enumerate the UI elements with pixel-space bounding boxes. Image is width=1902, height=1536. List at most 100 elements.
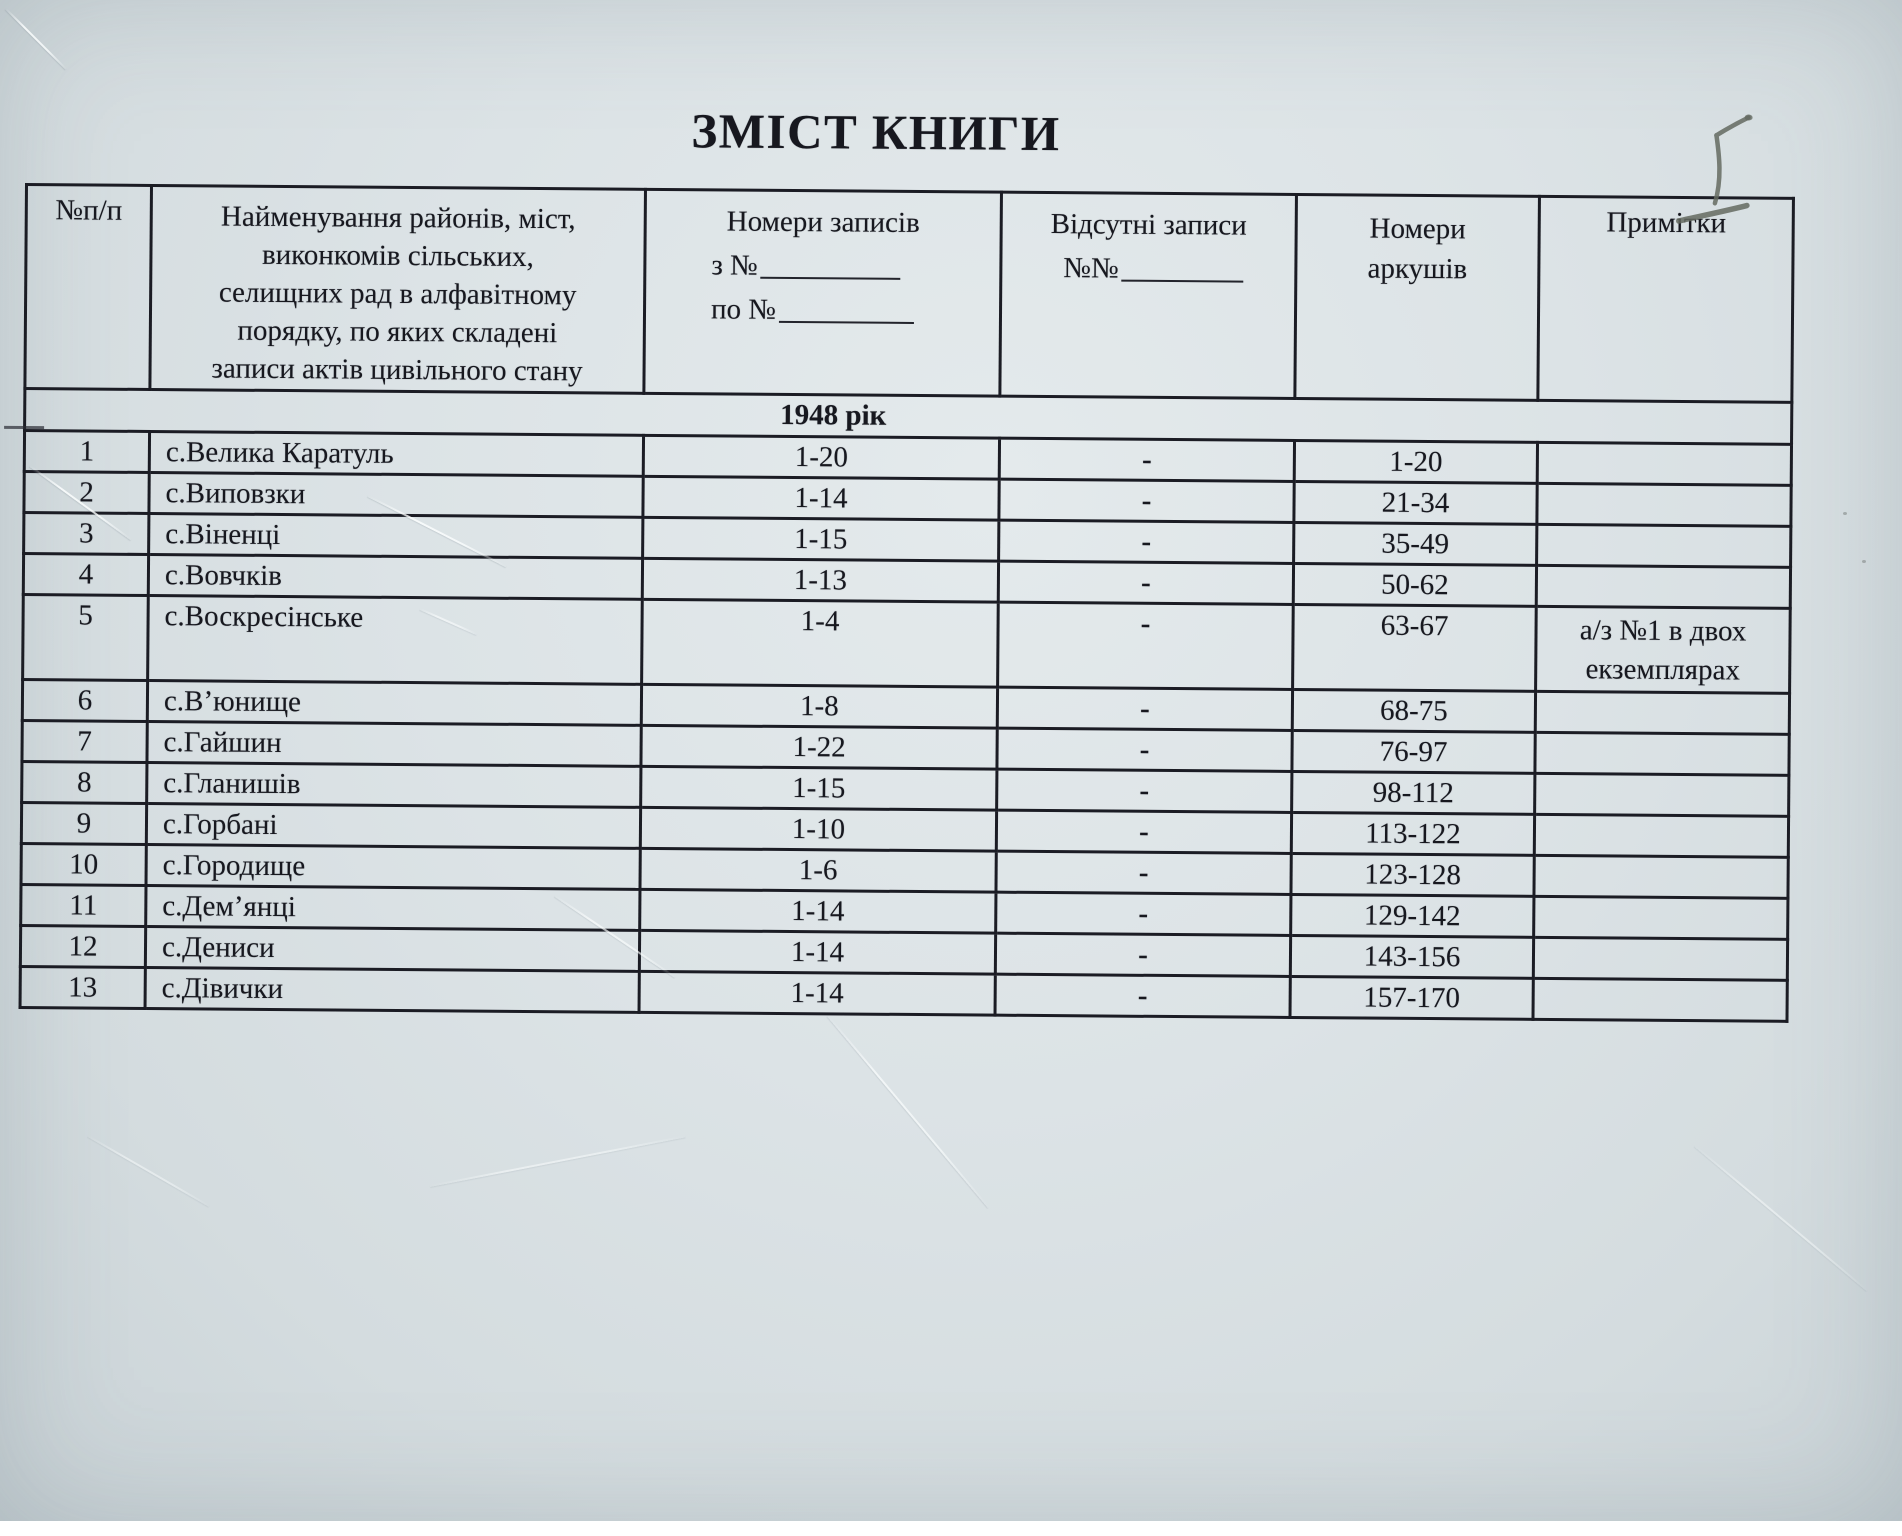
missing-records: - <box>995 974 1291 1018</box>
missing-number-line: №№ <box>1003 246 1293 292</box>
sheet-numbers: 76-97 <box>1291 730 1536 774</box>
record-numbers: 1-15 <box>642 517 999 562</box>
blank-underline <box>760 256 901 280</box>
row-number: 3 <box>23 512 149 555</box>
record-numbers: 1-13 <box>642 558 999 603</box>
sheet-numbers: 63-67 <box>1292 604 1537 692</box>
table-row: 5 с.Воскресінське 1-4 - 63-67 а/з №1 в д… <box>22 594 1791 694</box>
row-number: 12 <box>20 925 146 968</box>
row-note <box>1534 814 1789 858</box>
row-number: 11 <box>20 884 147 927</box>
line-overshoot-artifact <box>4 425 45 429</box>
sheet-numbers: 157-170 <box>1290 976 1534 1020</box>
record-numbers: 1-22 <box>640 725 998 770</box>
col-header-missing: Відсутні записи №№ <box>999 192 1297 399</box>
settlement-name: с.Велика Каратуль <box>149 431 644 477</box>
missing-prefix-label: №№ <box>1063 252 1119 285</box>
row-note <box>1533 896 1788 940</box>
col-header-name: Найменування районів, міст, виконкомів с… <box>149 185 646 394</box>
missing-records: - <box>995 851 1292 895</box>
row-number: 6 <box>22 679 148 722</box>
contents-table: №п/п Найменування районів, міст, виконко… <box>19 183 1795 1023</box>
sheet-numbers: 50-62 <box>1293 563 1537 607</box>
settlement-name: с.Горбані <box>146 803 641 849</box>
contents-table-body: 1948 рік 1 с.Велика Каратуль 1-20 - 1-20… <box>20 388 1792 1022</box>
record-numbers: 1-10 <box>640 807 997 852</box>
settlement-name: с.Городище <box>146 844 641 890</box>
sheet-numbers: 35-49 <box>1293 522 1537 566</box>
settlement-name: с.В’юнище <box>147 680 642 726</box>
row-number: 5 <box>22 594 149 681</box>
sheet-numbers: 143-156 <box>1290 935 1534 979</box>
records-to-line: по № <box>647 287 998 334</box>
settlement-name: с.Воскресінське <box>147 595 643 685</box>
row-note <box>1536 483 1792 527</box>
record-numbers: 1-4 <box>641 599 999 688</box>
missing-title: Відсутні записи <box>1050 208 1247 242</box>
missing-records: - <box>997 687 1293 731</box>
missing-records: - <box>996 728 1293 772</box>
row-number: 13 <box>20 966 146 1009</box>
sheet-numbers: 113-122 <box>1291 812 1535 856</box>
col-header-sheets: Номери аркушів <box>1294 194 1540 401</box>
records-to-label: по № <box>710 293 777 326</box>
settlement-name: с.Виповзки <box>148 472 644 518</box>
col-header-name-label: Найменування районів, міст, виконкомів с… <box>211 200 583 388</box>
missing-records: - <box>999 438 1295 482</box>
record-numbers: 1-14 <box>642 476 1000 521</box>
row-number: 9 <box>21 802 147 845</box>
col-header-num-label: №п/п <box>55 194 123 227</box>
row-number: 4 <box>23 553 149 596</box>
col-header-sheets-label: Номери аркушів <box>1367 212 1468 286</box>
missing-records: - <box>998 561 1294 605</box>
row-note <box>1533 937 1788 981</box>
record-numbers: 1-15 <box>640 766 997 811</box>
settlement-name: с.Віненці <box>148 513 643 559</box>
row-number: 8 <box>21 761 147 804</box>
records-from-line: з № <box>647 243 998 290</box>
records-from-label: з № <box>711 249 758 282</box>
row-number: 7 <box>21 720 148 763</box>
sheet-numbers: 68-75 <box>1292 689 1536 733</box>
records-title: Номери записів <box>726 205 920 240</box>
row-note <box>1536 565 1791 609</box>
record-numbers: 1-14 <box>639 930 996 975</box>
row-note: а/з №1 в двох екземплярах <box>1535 606 1791 694</box>
sheet-numbers: 129-142 <box>1290 894 1534 938</box>
missing-records: - <box>995 892 1291 936</box>
settlement-name: с.Гланишів <box>146 762 641 808</box>
col-header-num: №п/п <box>24 184 152 390</box>
sheet-numbers: 1-20 <box>1294 440 1538 484</box>
blank-underline <box>1121 259 1244 283</box>
table-header-row: №п/п Найменування районів, міст, виконко… <box>24 184 1794 403</box>
settlement-name: с.Дем’янці <box>145 885 640 931</box>
sheet-numbers: 123-128 <box>1290 853 1535 897</box>
record-numbers: 1-6 <box>639 848 997 893</box>
row-note <box>1534 732 1790 776</box>
record-numbers: 1-20 <box>643 435 1000 480</box>
missing-records: - <box>996 810 1292 854</box>
row-note <box>1533 855 1789 899</box>
row-number: 10 <box>21 843 147 886</box>
settlement-name: с.Дівички <box>145 967 640 1013</box>
pencil-mark <box>1676 114 1753 224</box>
record-numbers: 1-14 <box>639 971 996 1016</box>
row-number: 1 <box>24 430 150 473</box>
row-note <box>1532 978 1788 1022</box>
missing-records: - <box>998 520 1294 564</box>
missing-records: - <box>996 769 1292 813</box>
pencil-speck <box>1862 560 1866 563</box>
record-numbers: 1-8 <box>641 684 998 729</box>
year-label: 1948 рік <box>780 398 887 432</box>
row-note <box>1535 691 1790 735</box>
document-title: ЗМІСТ КНИГИ <box>691 103 1061 162</box>
blank-underline <box>778 300 915 324</box>
missing-records: - <box>998 479 1295 523</box>
missing-records: - <box>995 933 1291 977</box>
record-numbers: 1-14 <box>639 889 996 934</box>
row-note <box>1534 773 1789 817</box>
settlement-name: с.Вовчків <box>148 554 643 600</box>
sheet-numbers: 21-34 <box>1293 481 1538 525</box>
